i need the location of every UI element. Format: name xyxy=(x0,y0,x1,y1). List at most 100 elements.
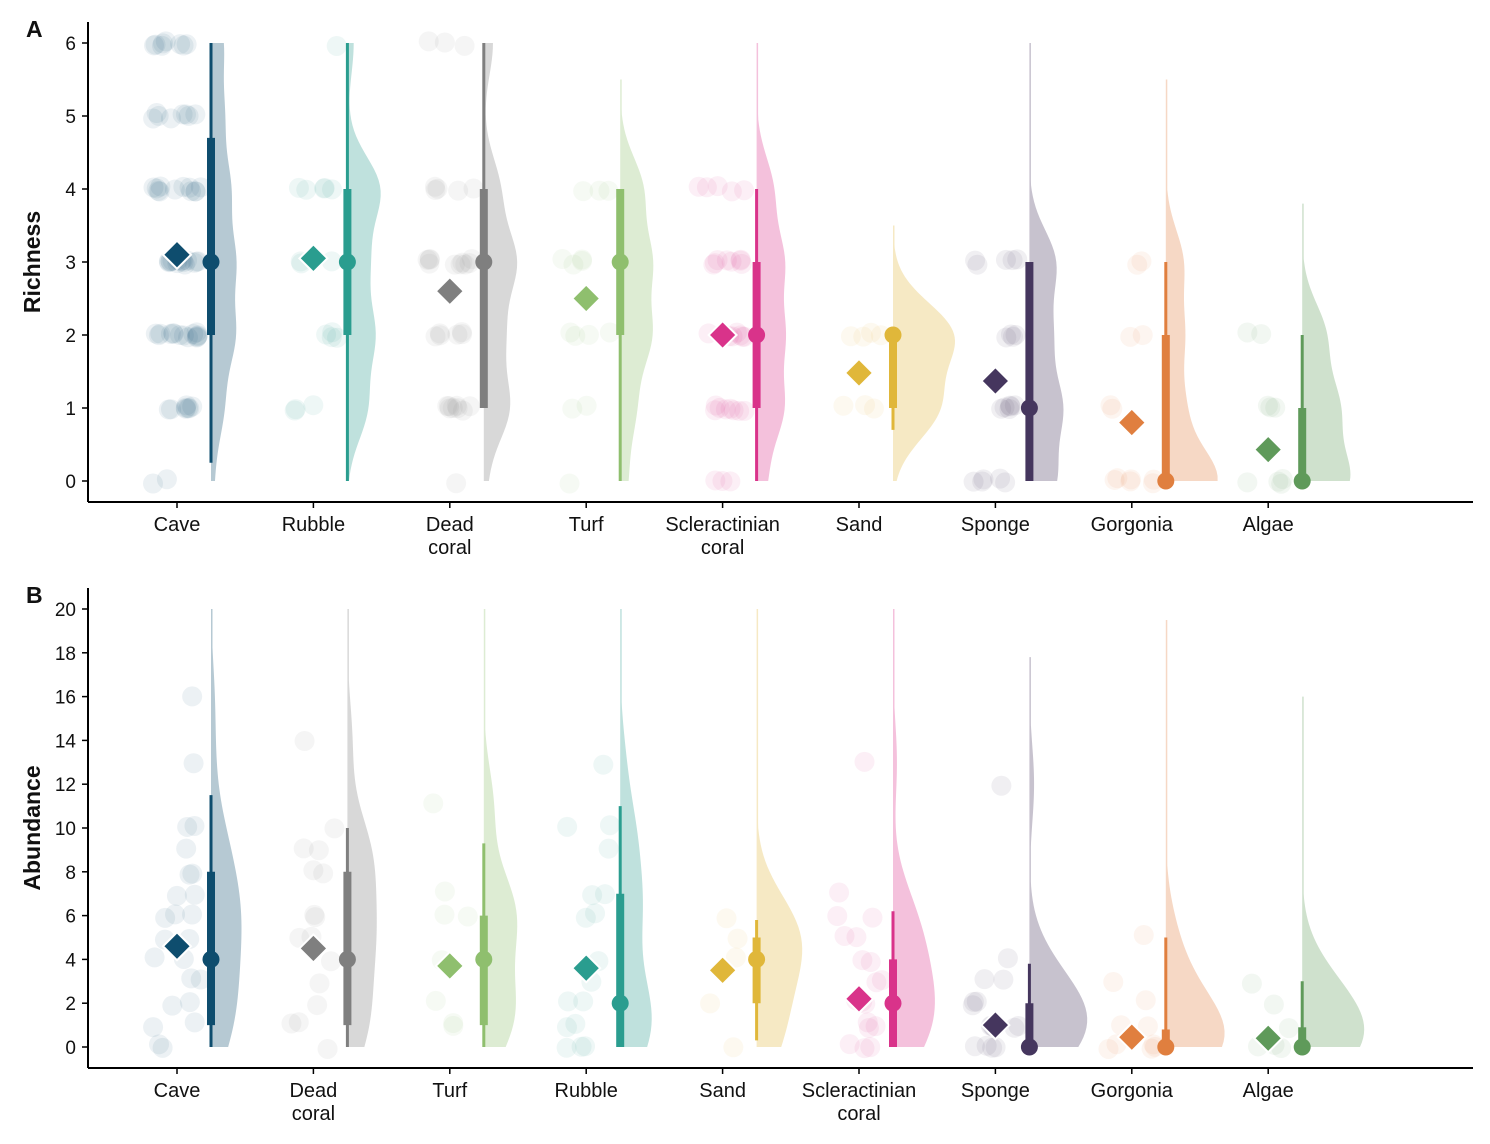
half-violin xyxy=(620,609,652,1047)
data-point xyxy=(562,398,583,419)
data-point xyxy=(321,179,342,200)
half-violin xyxy=(756,43,787,481)
data-point xyxy=(827,906,848,927)
data-point xyxy=(288,177,309,198)
data-point xyxy=(176,838,197,859)
data-point xyxy=(1004,395,1025,416)
group-turf: Turf xyxy=(423,609,518,1102)
mean-diamond xyxy=(161,239,193,271)
x-tick-label-line: Sponge xyxy=(961,514,1030,536)
x-tick-label: Rubble xyxy=(555,1080,618,1102)
data-point xyxy=(316,324,337,345)
data-point xyxy=(557,816,578,837)
data-point xyxy=(160,108,181,129)
data-point xyxy=(709,397,730,418)
data-point xyxy=(144,35,165,56)
half-violin xyxy=(1302,696,1365,1047)
data-point xyxy=(176,395,197,416)
x-tick-label-line: Scleractinian xyxy=(665,514,780,536)
data-point xyxy=(305,907,326,928)
data-point xyxy=(457,906,478,927)
data-point xyxy=(705,400,726,421)
data-point xyxy=(1137,1016,1158,1037)
x-tick-label-line: Sand xyxy=(836,514,883,536)
median-point xyxy=(338,253,356,271)
data-point xyxy=(1120,469,1141,490)
data-point xyxy=(696,177,717,198)
x-tick-label: Cave xyxy=(154,514,201,536)
mean-diamond xyxy=(979,365,1011,397)
x-tick-label-line: coral xyxy=(428,537,471,559)
data-point xyxy=(982,1037,1003,1058)
data-point xyxy=(160,324,181,345)
data-point xyxy=(565,1013,586,1034)
mean-diamond xyxy=(707,319,739,351)
data-point xyxy=(419,249,440,270)
data-point xyxy=(1127,254,1148,275)
data-point xyxy=(417,249,438,270)
data-point xyxy=(973,469,994,490)
data-point xyxy=(974,969,995,990)
data-point xyxy=(963,471,984,492)
x-tick-label: Turf xyxy=(569,514,604,536)
data-point xyxy=(434,881,455,902)
data-point xyxy=(1237,322,1258,343)
data-point xyxy=(455,254,476,275)
x-tick-label: Sponge xyxy=(961,514,1030,536)
half-violin xyxy=(1029,657,1088,1047)
data-point xyxy=(1272,469,1293,490)
data-point xyxy=(858,1017,879,1038)
data-point xyxy=(165,904,186,925)
data-point xyxy=(153,33,174,54)
data-point xyxy=(184,884,205,905)
data-point xyxy=(144,947,165,968)
data-point xyxy=(963,991,984,1012)
group-scleractinian-coral: Scleractinian coral xyxy=(802,609,935,1125)
data-point xyxy=(179,177,200,198)
data-point xyxy=(972,471,993,492)
x-tick-label-line: Rubble xyxy=(282,514,345,536)
data-point xyxy=(146,178,167,199)
data-point xyxy=(707,250,728,271)
group-sponge: Sponge xyxy=(961,657,1088,1102)
data-point xyxy=(1120,471,1141,492)
data-point xyxy=(1133,925,1154,946)
data-point xyxy=(995,249,1016,270)
mean-diamond xyxy=(570,283,602,314)
data-point xyxy=(1241,973,1262,994)
x-tick-label-line: Cave xyxy=(154,514,201,536)
y-tick-label: 3 xyxy=(65,253,76,274)
data-point xyxy=(994,397,1015,418)
x-tick-label-line: Gorgonia xyxy=(1091,1080,1174,1102)
data-point xyxy=(446,473,467,494)
data-point xyxy=(322,322,343,343)
half-violin xyxy=(347,43,381,481)
data-point xyxy=(582,885,603,906)
data-point xyxy=(184,252,205,273)
data-point xyxy=(285,399,306,420)
group-gorgonia: Gorgonia xyxy=(1091,619,1225,1102)
data-point xyxy=(173,35,194,56)
data-point xyxy=(966,991,987,1012)
data-point xyxy=(731,253,752,274)
data-point xyxy=(997,948,1018,969)
data-point xyxy=(853,326,874,347)
data-point xyxy=(429,323,450,344)
data-point xyxy=(326,35,347,56)
data-point xyxy=(452,324,473,345)
data-point xyxy=(183,323,204,344)
data-point xyxy=(599,322,620,343)
data-point xyxy=(443,1013,464,1034)
data-point xyxy=(143,473,164,494)
data-point xyxy=(1268,471,1289,492)
data-point xyxy=(999,398,1020,419)
data-point xyxy=(575,907,596,928)
y-tick-label: 5 xyxy=(65,107,76,128)
data-point xyxy=(576,395,597,416)
data-point xyxy=(418,31,439,52)
data-point xyxy=(173,325,194,346)
data-point xyxy=(730,250,751,271)
data-point xyxy=(1000,324,1021,345)
data-point xyxy=(990,468,1011,489)
data-point xyxy=(839,1034,860,1055)
